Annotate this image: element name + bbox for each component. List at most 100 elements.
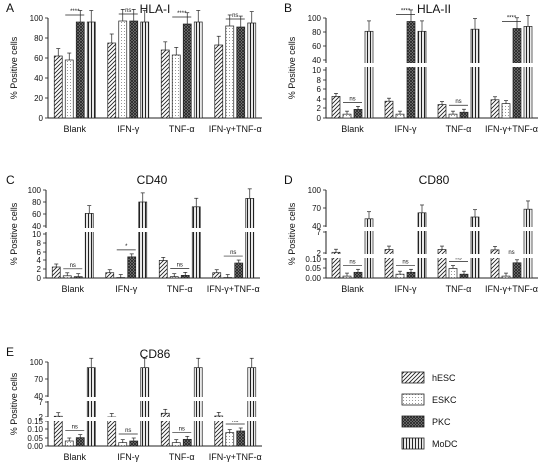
y-tick-label: 60: [312, 42, 321, 51]
bar-hesc: [53, 55, 63, 119]
bar-eskc: [448, 268, 458, 279]
y-tick-label: 6: [37, 248, 42, 257]
bar-modc: [417, 30, 427, 119]
y-tick-label: 0.05: [305, 264, 321, 273]
bar-pkc: [512, 262, 522, 279]
significance-label: ns: [177, 262, 183, 268]
y-tick-label: 0.10: [27, 425, 43, 434]
bar-modc: [523, 208, 533, 279]
bar-eskc: [395, 273, 405, 279]
y-tick-label: 40: [34, 392, 43, 401]
significance-label: ns: [402, 259, 408, 265]
significance-label: ns: [455, 99, 461, 105]
y-tick-label: 10: [312, 66, 321, 75]
legend-label: ESKC: [432, 395, 457, 405]
bar-pkc: [236, 430, 246, 447]
bar-pkc: [234, 262, 244, 279]
x-category-label: IFN-γ: [395, 124, 417, 134]
bar-modc: [417, 212, 427, 279]
panel-letter: B: [284, 1, 292, 15]
bar-eskc: [169, 276, 179, 279]
bar-pkc: [180, 275, 190, 279]
bar-modc: [364, 30, 374, 119]
bar-pkc: [353, 271, 363, 279]
bar-modc: [247, 22, 257, 119]
y-tick-label: 40: [34, 74, 43, 83]
significance-label: ns: [125, 8, 131, 14]
y-tick-label: 8: [317, 76, 322, 85]
significance-label: ns: [72, 425, 78, 431]
y-tick-label: 60: [32, 210, 41, 219]
y-tick-label: 0: [39, 114, 44, 123]
bar-hesc: [158, 260, 168, 279]
y-tick-label: 40: [32, 222, 41, 231]
legend-label: MoDC: [432, 439, 458, 449]
bar-hesc: [107, 42, 117, 119]
bar-eskc: [64, 440, 74, 447]
y-tick-label: 0: [37, 274, 42, 283]
x-category-label: Blank: [61, 284, 84, 294]
y-tick-label: 0.00: [305, 274, 321, 283]
y-tick-label: 2: [317, 104, 322, 113]
chart-panel-e: E CD86 % Positive cells 0.000.050.100.152 74…: [6, 345, 264, 462]
y-tick-label: 80: [32, 198, 41, 207]
bar-pkc: [129, 20, 139, 119]
axis-break: [322, 227, 540, 231]
chart-panel-a: A HLA-I % Positive cells 0 20 40 60 80 100 Blank *…: [6, 1, 262, 134]
legend-swatch-pkc: [401, 415, 425, 428]
significance-label: ns: [349, 259, 355, 265]
y-tick-label: 2: [37, 265, 42, 274]
chart-legend: hESC ESKC PKC MoDC: [401, 371, 458, 450]
bar-pkc: [406, 271, 416, 279]
significance-label: ns: [179, 426, 185, 432]
chart-title: CD80: [419, 173, 450, 187]
bar-modc: [191, 206, 201, 279]
bar-hesc: [212, 272, 222, 279]
bar-eskc: [171, 442, 181, 447]
y-tick-label: 40: [312, 222, 321, 231]
y-tick-label: 100: [308, 14, 322, 23]
bar-modc: [245, 198, 255, 279]
chart-title: HLA-II: [417, 2, 451, 16]
axis-break: [322, 63, 540, 67]
bar-eskc: [62, 275, 72, 279]
significance-label: ns: [349, 96, 355, 102]
legend-swatch-eskc: [401, 393, 425, 406]
bar-pkc: [459, 273, 469, 279]
x-category-label: TNF-α: [446, 124, 472, 134]
bar-hesc: [437, 104, 447, 119]
bar-eskc: [118, 20, 128, 119]
x-category-label: Blank: [63, 124, 86, 134]
panel-letter: E: [6, 345, 14, 359]
x-category-label: IFN-γ: [115, 284, 137, 294]
y-tick-label: 20: [34, 94, 43, 103]
y-axis-label: % Positive cells: [9, 372, 19, 435]
y-tick-label: 100: [30, 14, 44, 23]
y-axis-label: % Positive cells: [287, 202, 297, 265]
bar-modc: [138, 201, 148, 279]
bar-eskc: [116, 277, 126, 279]
bar-pkc: [406, 21, 416, 119]
bar-eskc: [64, 59, 74, 119]
x-category-label: Blank: [341, 284, 364, 294]
bar-eskc: [342, 275, 352, 279]
y-tick-label: 40: [312, 56, 321, 65]
y-tick-label: 7: [39, 398, 44, 407]
bar-hesc: [105, 272, 115, 279]
significance-label: ns: [508, 250, 514, 256]
x-category-label: IFN-γ+TNF-α: [485, 284, 538, 294]
bar-modc: [470, 216, 480, 279]
bar-hesc: [384, 100, 394, 119]
panel-letter: A: [6, 1, 14, 15]
y-axis-label: % Positive cells: [9, 202, 19, 265]
bar-modc: [247, 367, 257, 447]
y-axis-label: % Positive cells: [287, 36, 297, 99]
bar-pkc: [73, 276, 83, 279]
y-tick-label: 70: [312, 204, 321, 213]
bar-pkc: [127, 256, 137, 279]
axis-break: [44, 397, 264, 401]
bar-eskc: [395, 113, 405, 119]
y-tick-label: 60: [34, 54, 43, 63]
